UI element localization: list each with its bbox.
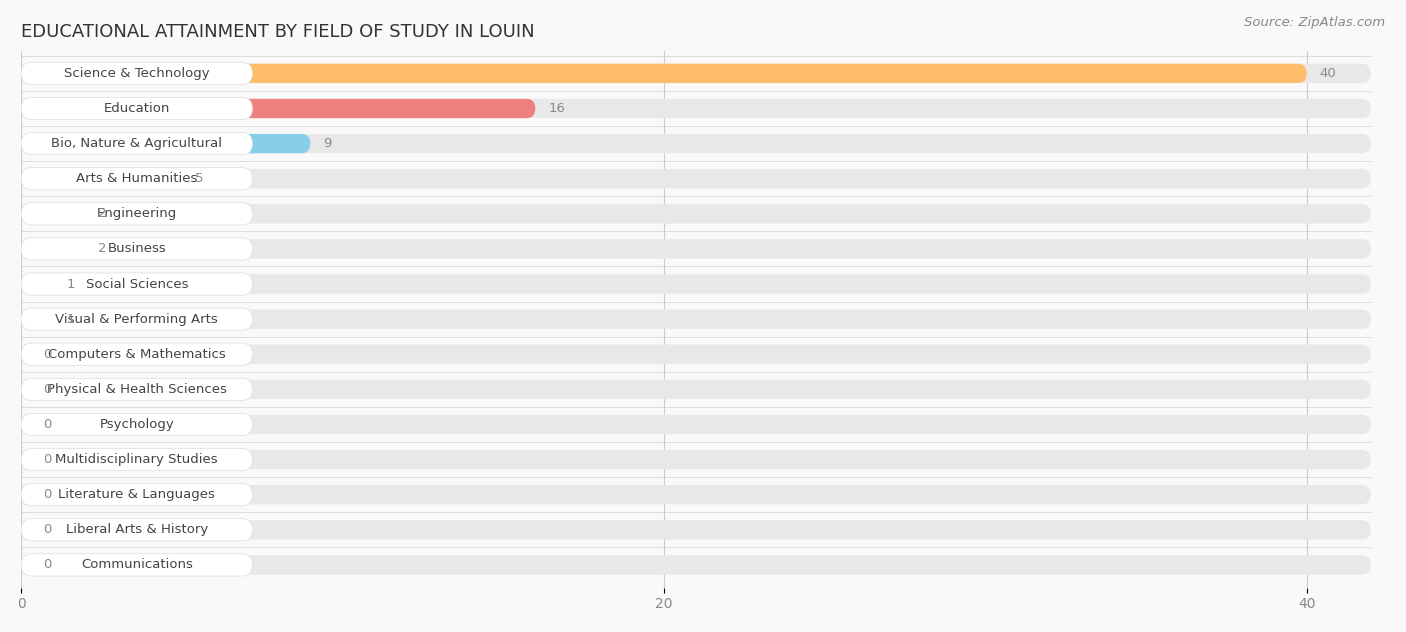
FancyBboxPatch shape [21,520,1371,540]
FancyBboxPatch shape [21,169,181,188]
FancyBboxPatch shape [21,380,1371,399]
Text: 0: 0 [44,488,52,501]
FancyBboxPatch shape [21,415,31,434]
Text: Physical & Health Sciences: Physical & Health Sciences [46,383,226,396]
Text: 16: 16 [548,102,565,115]
FancyBboxPatch shape [21,204,1371,224]
Text: Source: ZipAtlas.com: Source: ZipAtlas.com [1244,16,1385,29]
Text: Arts & Humanities: Arts & Humanities [76,172,197,185]
FancyBboxPatch shape [21,274,53,294]
Text: Multidisciplinary Studies: Multidisciplinary Studies [55,453,218,466]
FancyBboxPatch shape [21,310,1371,329]
Text: Psychology: Psychology [100,418,174,431]
Text: EDUCATIONAL ATTAINMENT BY FIELD OF STUDY IN LOUIN: EDUCATIONAL ATTAINMENT BY FIELD OF STUDY… [21,23,534,40]
FancyBboxPatch shape [21,63,253,85]
Text: 0: 0 [44,559,52,571]
Text: 5: 5 [194,172,202,185]
FancyBboxPatch shape [21,556,1371,574]
Text: Social Sciences: Social Sciences [86,277,188,291]
FancyBboxPatch shape [21,134,1371,154]
FancyBboxPatch shape [21,556,31,574]
Text: 40: 40 [1319,67,1336,80]
FancyBboxPatch shape [21,519,253,541]
FancyBboxPatch shape [21,308,253,331]
Text: 9: 9 [323,137,332,150]
Text: Bio, Nature & Agricultural: Bio, Nature & Agricultural [51,137,222,150]
FancyBboxPatch shape [21,450,31,469]
FancyBboxPatch shape [21,203,253,225]
FancyBboxPatch shape [21,167,253,190]
Text: Computers & Mathematics: Computers & Mathematics [48,348,225,361]
Text: 0: 0 [44,523,52,537]
Text: 2: 2 [98,243,107,255]
FancyBboxPatch shape [21,344,31,364]
Text: 1: 1 [66,277,75,291]
FancyBboxPatch shape [21,99,536,118]
FancyBboxPatch shape [21,64,1306,83]
Text: Liberal Arts & History: Liberal Arts & History [66,523,208,537]
Text: Literature & Languages: Literature & Languages [58,488,215,501]
Text: 0: 0 [44,383,52,396]
Text: 0: 0 [44,348,52,361]
FancyBboxPatch shape [21,238,253,260]
FancyBboxPatch shape [21,204,86,224]
Text: Visual & Performing Arts: Visual & Performing Arts [55,313,218,325]
FancyBboxPatch shape [21,310,53,329]
FancyBboxPatch shape [21,274,1371,294]
FancyBboxPatch shape [21,450,1371,469]
FancyBboxPatch shape [21,413,253,435]
FancyBboxPatch shape [21,240,86,258]
FancyBboxPatch shape [21,169,1371,188]
FancyBboxPatch shape [21,273,253,295]
FancyBboxPatch shape [21,133,253,155]
FancyBboxPatch shape [21,483,253,506]
Text: 1: 1 [66,313,75,325]
Text: Education: Education [104,102,170,115]
FancyBboxPatch shape [21,134,311,154]
FancyBboxPatch shape [21,240,1371,258]
FancyBboxPatch shape [21,554,253,576]
FancyBboxPatch shape [21,449,253,471]
FancyBboxPatch shape [21,344,1371,364]
FancyBboxPatch shape [21,64,1371,83]
Text: 0: 0 [44,418,52,431]
Text: Science & Technology: Science & Technology [63,67,209,80]
FancyBboxPatch shape [21,343,253,365]
FancyBboxPatch shape [21,485,31,504]
Text: 0: 0 [44,453,52,466]
Text: Communications: Communications [82,559,193,571]
FancyBboxPatch shape [21,485,1371,504]
FancyBboxPatch shape [21,415,1371,434]
FancyBboxPatch shape [21,97,253,119]
FancyBboxPatch shape [21,380,31,399]
Text: Engineering: Engineering [97,207,177,221]
FancyBboxPatch shape [21,379,253,401]
Text: 2: 2 [98,207,107,221]
Text: Business: Business [107,243,166,255]
FancyBboxPatch shape [21,99,1371,118]
FancyBboxPatch shape [21,520,31,540]
